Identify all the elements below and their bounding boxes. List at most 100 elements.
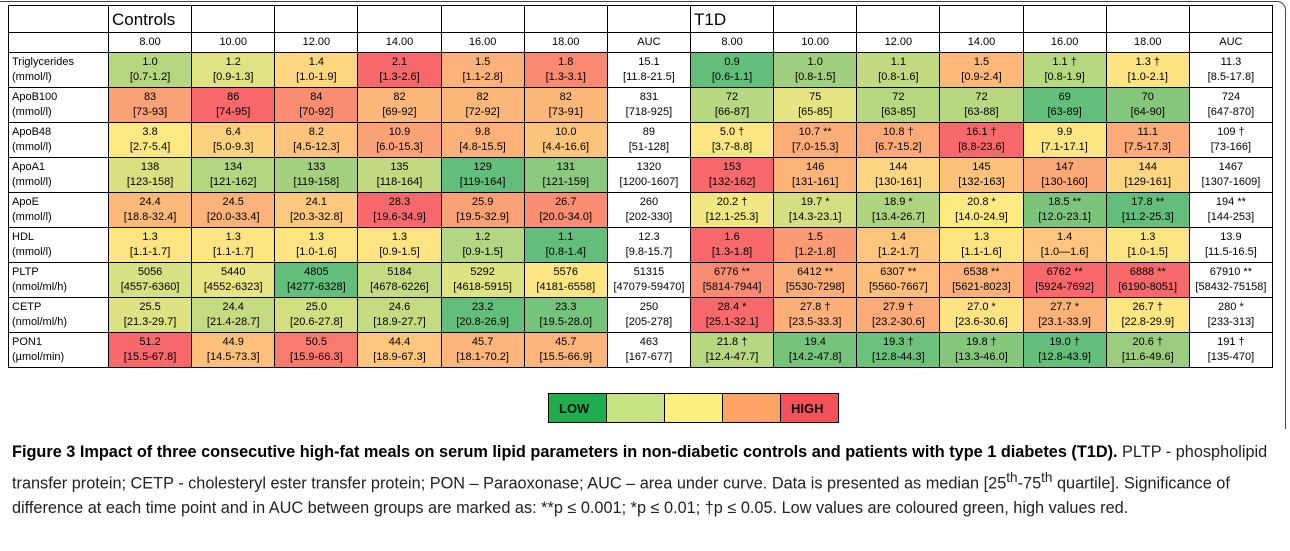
parameter-name: Triglycerides	[12, 56, 74, 68]
value-cell: 69 [63-89]	[1022, 87, 1107, 123]
quartile-range: [129-161]	[1124, 176, 1171, 188]
value-cell: 1.3 [1.1-1.6]	[939, 227, 1024, 263]
quartile-range: [23.2-30.6]	[872, 316, 925, 328]
median: 463	[639, 336, 659, 348]
group-label: Controls	[107, 5, 193, 33]
value-cell: 1.2 [0.9-1.3]	[191, 52, 276, 88]
group-header-row: Controls T1D	[8, 5, 1273, 33]
quartile-range: [233-313]	[1207, 316, 1255, 328]
median: 10.9	[388, 126, 411, 138]
parameter-name: HDL	[12, 231, 35, 243]
median: 20.6 †	[1132, 336, 1164, 348]
value-cell: 135 [118-164]	[357, 157, 442, 193]
value-cell: 17.8 ** [11.2-25.3]	[1105, 192, 1190, 228]
median: 134	[224, 161, 243, 173]
caption-text: quartile]. Significance of difference at…	[12, 474, 1230, 518]
value-cell: 6.4 [5.0-9.3]	[191, 122, 276, 158]
header-cell	[8, 5, 109, 33]
quartile-range: [11.5-16.5]	[1205, 246, 1257, 258]
quartile-range: [121-162]	[209, 176, 257, 188]
parameter-unit: (nmol/ml/h)	[12, 281, 68, 293]
legend-swatch: HIGH	[780, 393, 839, 423]
parameter-name: ApoA1	[12, 161, 46, 173]
parameter-unit: (mmol/l)	[12, 71, 52, 83]
value-cell: 28.3 [19.6-34.9]	[357, 192, 442, 228]
median: 24.6	[388, 301, 411, 313]
median: 27.9 †	[883, 301, 914, 313]
median: 109 †	[1217, 126, 1245, 138]
value-cell: 20.8 * [14.0-24.9]	[939, 192, 1024, 228]
quartile-range: [144-253]	[1207, 211, 1255, 223]
parameter-name: PON1	[12, 336, 42, 348]
value-cell: 24.5 [20.0-33.4]	[191, 192, 276, 228]
median: 72	[892, 91, 905, 103]
header-cell	[440, 5, 525, 33]
legend-swatch	[664, 393, 723, 423]
median: 27.8 †	[799, 301, 831, 313]
quartile-range: [4181-6558]	[536, 281, 596, 293]
median: 69	[1058, 91, 1071, 103]
median: 45.7	[471, 336, 494, 348]
value-cell: 72 [66-87]	[689, 87, 775, 123]
value-cell: 1.1 [0.8-1.6]	[856, 52, 941, 88]
quartile-range: [4.4-16.6]	[542, 141, 590, 153]
median: 1.4	[1056, 231, 1073, 243]
median: 5440	[220, 266, 246, 278]
caption-superscript: th	[1006, 470, 1018, 485]
value-cell: 26.7 [20.0-34.0]	[523, 192, 608, 228]
quartile-range: [20.0-33.4]	[206, 211, 260, 223]
value-cell: 27.0 * [23.6-30.6]	[939, 297, 1024, 333]
value-cell: 44.4 [18.9-67.3]	[357, 332, 442, 368]
median: 51.2	[139, 336, 161, 348]
header-cell	[191, 5, 276, 33]
median: 9.8	[474, 126, 491, 138]
median: 27.7 *	[1050, 301, 1079, 313]
median: 83	[143, 91, 157, 103]
median: 18.9 *	[883, 196, 913, 208]
median: 129	[473, 161, 492, 173]
quartile-range: [66-87]	[714, 106, 750, 118]
quartile-range: [12.1-25.3]	[705, 211, 759, 223]
median: 17.8 **	[1131, 196, 1165, 208]
quartile-range: [15.5-67.8]	[123, 351, 177, 363]
quartile-range: [20.3-32.8]	[290, 211, 343, 223]
median: 8.2	[308, 126, 324, 138]
quartile-range: [0.8-1.9]	[1044, 71, 1085, 83]
value-cell: 109 † [73-166]	[1188, 122, 1273, 158]
median: 5.0 †	[719, 126, 745, 138]
value-cell: 6538 ** [5621-8023]	[939, 262, 1024, 298]
median: 1.4	[308, 56, 324, 68]
value-cell: 28.4 * [25.1-32.1]	[689, 297, 775, 333]
quartile-range: [0.8-1.5]	[795, 71, 836, 83]
value-cell: 1.5 [1.2-1.8]	[773, 227, 858, 263]
value-cell: 5440 [4552-6323]	[191, 262, 276, 298]
quartile-range: [1.1-1.7]	[213, 246, 254, 258]
median: 138	[140, 161, 160, 173]
median: 250	[639, 301, 659, 313]
median: 724	[1221, 91, 1241, 103]
value-cell: 1.3 [1.0-1.6]	[274, 227, 359, 263]
legend-swatch	[606, 393, 665, 423]
quartile-range: [1.0—1.6]	[1040, 246, 1089, 258]
median: 12.3	[638, 231, 660, 243]
median: 10.7 **	[798, 126, 832, 138]
parameter-unit: (mmol/l)	[12, 211, 52, 223]
value-cell: 82 [72-92]	[440, 87, 525, 123]
median: 19.0 †	[1049, 336, 1080, 348]
value-cell: 21.8 † [12.4-47.7]	[689, 332, 775, 368]
time-label: 16.00	[440, 32, 525, 53]
group-label: T1D	[689, 5, 775, 33]
value-cell: 51.2 [15.5-67.8]	[107, 332, 193, 368]
value-cell: 10.7 ** [7.0-15.3]	[773, 122, 858, 158]
value-cell: 5184 [4678-6226]	[357, 262, 442, 298]
quartile-range: [0.9-2.4]	[961, 71, 1002, 83]
data-row: ApoA1 (mmol/l) 138 [123-158] 134 [121-162] 133…	[8, 157, 1273, 193]
quartile-range: [12.0-23.1]	[1038, 211, 1091, 223]
header-cell	[1105, 5, 1190, 33]
data-table: Controls T1D 8.00 10.00 12.00 14.00 16.00 18.00…	[8, 5, 1273, 368]
time-label: 14.00	[939, 32, 1024, 53]
quartile-range: [65-85]	[798, 106, 833, 118]
quartile-range: [123-158]	[126, 176, 174, 188]
median: 28.3	[388, 196, 411, 208]
time-header-row: 8.00 10.00 12.00 14.00 16.00 18.00 AUC 8.00 10.0…	[8, 32, 1273, 53]
